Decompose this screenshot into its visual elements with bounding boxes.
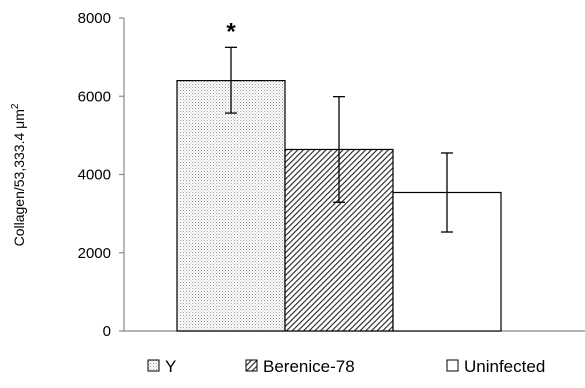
legend-label: Y [165, 357, 176, 376]
y-tick-label: 6000 [78, 88, 111, 105]
y-tick-label: 8000 [78, 10, 111, 27]
legend-swatch [446, 359, 459, 372]
y-tick-label: 2000 [78, 245, 111, 262]
y-tick-label: 0 [103, 323, 111, 340]
y-axis-title: Collagen/53,333.4 μm2 [10, 103, 27, 246]
y-axis-title-text: Collagen/53,333.4 μm [11, 109, 27, 246]
significance-marker: * [226, 18, 236, 45]
bars [176, 79, 502, 332]
legend-swatch [245, 359, 258, 372]
error-bars [225, 46, 453, 233]
axes: 0 2000 4000 6000 8000 [78, 10, 585, 340]
legend-swatch [147, 359, 160, 372]
y-tick-label: 4000 [78, 167, 111, 184]
legend: Y Berenice-78 Uninfected [147, 357, 545, 376]
y-axis-title-superscript: 2 [10, 103, 21, 109]
legend-label: Berenice-78 [263, 357, 355, 376]
legend-label: Uninfected [464, 357, 545, 376]
bar-y [176, 79, 286, 332]
annotations: * [226, 18, 236, 45]
